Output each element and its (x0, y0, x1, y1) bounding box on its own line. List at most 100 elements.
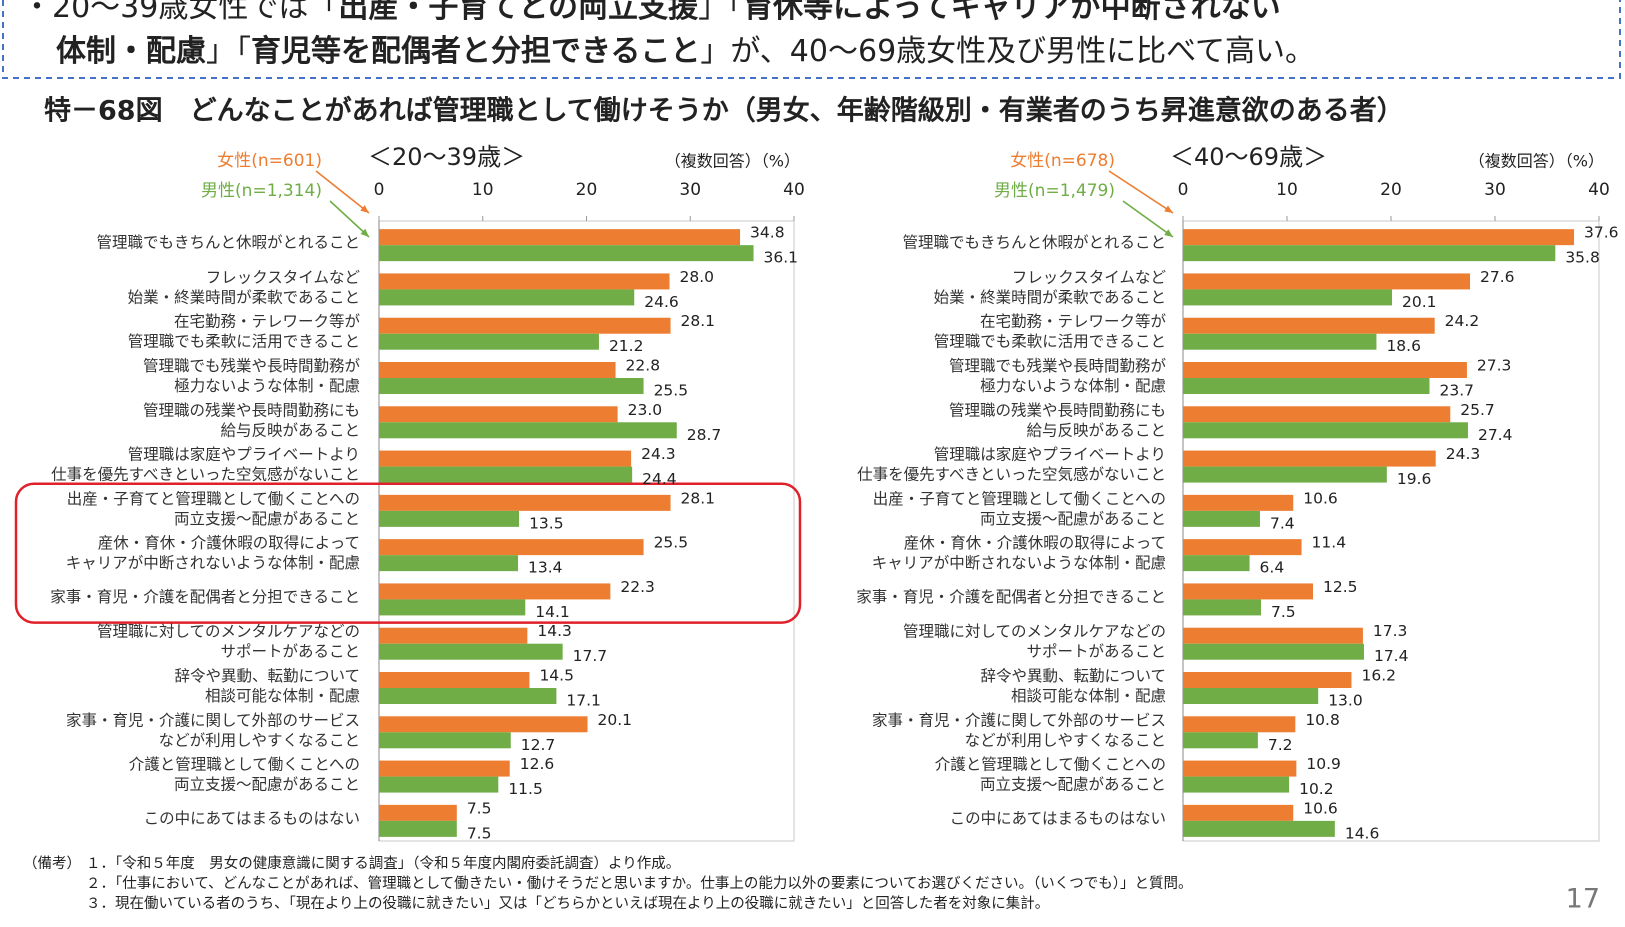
value-label: 14.1 (535, 603, 570, 621)
bar (1183, 317, 1435, 334)
bar (379, 362, 616, 378)
bar (379, 406, 618, 423)
value-label: 28.1 (681, 312, 716, 330)
value-label: 7.2 (1268, 736, 1293, 754)
category-label: この中にあてはまるものはない (950, 809, 1166, 827)
value-label: 17.3 (1373, 622, 1408, 640)
x-tick-label: 0 (1178, 180, 1189, 200)
value-label: 27.6 (1480, 268, 1515, 286)
bar (379, 450, 632, 467)
category-label: 辞令や異動、転勤について相談可能な体制・配慮 (980, 667, 1166, 705)
category-label: 管理職は家庭やプライベートより仕事を優先すべきといった空気感がないこと (51, 445, 360, 483)
note: ２．「仕事において、どんなことがあれば、管理職として働きたい・働けそうだと思いま… (86, 874, 1193, 892)
bar (379, 688, 557, 704)
bar (379, 732, 511, 749)
value-label: 11.4 (1312, 534, 1347, 552)
bar (1183, 378, 1430, 394)
bar (1183, 672, 1352, 688)
value-label: 14.6 (1345, 824, 1380, 842)
value-label: 14.5 (539, 667, 574, 685)
page-number: 17 (1566, 884, 1600, 915)
category-label: 出産・子育てと管理職として働くことへの両立支援～配慮があること (67, 489, 360, 527)
bar (379, 583, 611, 600)
category-label: この中にあてはまるものはない (144, 809, 360, 827)
category-label: フレックスタイムなど始業・終業時間が柔軟であること (128, 268, 361, 306)
value-label: 18.6 (1386, 337, 1421, 355)
bar (1183, 362, 1467, 378)
value-label: 12.6 (520, 755, 555, 773)
bar (1183, 688, 1319, 704)
bar (379, 776, 499, 793)
x-tick-label: 40 (783, 180, 805, 200)
bar (1183, 760, 1297, 777)
bar (379, 804, 457, 821)
bar (1183, 776, 1290, 793)
category-label: 管理職の残業や長時間勤務にも給与反映があること (949, 401, 1166, 439)
chart-title: ＜40～69歳＞ (1170, 143, 1327, 171)
category-label: 家事・育児・介護に関して外部のサービスなどが利用しやすくなること (872, 711, 1166, 749)
bar (1183, 273, 1471, 290)
bar (1183, 245, 1556, 262)
bar (379, 627, 528, 644)
bar (379, 555, 519, 572)
category-label: 管理職に対してのメンタルケアなどのサポートがあること (903, 622, 1166, 660)
category-label: 家事・育児・介護に関して外部のサービスなどが利用しやすくなること (66, 711, 360, 749)
x-tick-label: 30 (1484, 180, 1506, 200)
x-tick-label: 40 (1588, 180, 1610, 200)
value-label: 10.6 (1303, 489, 1338, 507)
value-label: 24.6 (644, 293, 679, 311)
x-tick-label: 0 (374, 180, 385, 200)
value-label: 21.2 (609, 337, 644, 355)
header-line: 体制・配慮」「育児等を配偶者と分担できること」が、40～69歳女性及び男性に比べ… (56, 34, 1315, 69)
legend-label: 男性(n=1,314) (201, 181, 322, 201)
value-label: 12.5 (1323, 578, 1358, 596)
highlight-box (14, 482, 802, 624)
legend-arrow (1122, 200, 1174, 238)
header-segment: 」「 (206, 34, 251, 69)
category-label: 在宅勤務・テレワーク等が管理職でも柔軟に活用できること (128, 312, 361, 350)
bar (379, 229, 741, 246)
bar (379, 245, 754, 262)
bar (1183, 450, 1436, 467)
value-label: 28.1 (681, 489, 716, 507)
bar (1183, 804, 1294, 821)
bar (1183, 599, 1261, 616)
bar (1183, 422, 1468, 439)
bar (1183, 583, 1313, 600)
value-label: 23.0 (628, 401, 663, 419)
bar (379, 820, 457, 837)
bar (1183, 494, 1294, 511)
value-label: 16.2 (1361, 667, 1396, 685)
value-label: 22.8 (626, 357, 661, 375)
value-label: 17.1 (566, 692, 601, 710)
value-label: 36.1 (764, 249, 799, 267)
header-segment: 出産・子育てとの両立支援 (338, 0, 699, 25)
annotation: （複数回答）（%） (665, 152, 800, 171)
value-label: 25.5 (654, 534, 689, 552)
value-label: 25.7 (1460, 401, 1495, 419)
header-segment: 育休等によってキャリアが中断されない (743, 0, 1281, 25)
bar (1183, 466, 1387, 483)
header-segment: 体制・配慮 (56, 34, 206, 69)
legend-arrow (1108, 170, 1174, 214)
x-tick-label: 20 (576, 180, 598, 200)
bar (1183, 627, 1363, 644)
bar (379, 760, 510, 777)
value-label: 10.8 (1305, 711, 1340, 729)
x-tick-label: 10 (472, 180, 494, 200)
bar (1183, 716, 1296, 733)
legend-arrowhead (1164, 229, 1173, 237)
value-label: 6.4 (1260, 559, 1285, 577)
value-label: 24.3 (1446, 445, 1481, 463)
bar (1183, 229, 1575, 246)
category-label: 介護と管理職として働くことへの両立支援～配慮があること (935, 755, 1166, 793)
category-label: 辞令や異動、転勤について相談可能な体制・配慮 (174, 667, 360, 705)
legend-arrow (315, 170, 370, 214)
bar (379, 317, 671, 334)
category-label: フレックスタイムなど始業・終業時間が柔軟であること (934, 268, 1167, 306)
bar (379, 643, 563, 660)
figure-title: 特－68図 どんなことがあれば管理職として働けそうか（男女、年齢階級別・有業者の… (44, 95, 1404, 127)
header-segment: ・20～39歳女性では「 (22, 0, 338, 25)
value-label: 17.7 (573, 647, 608, 665)
value-label: 10.9 (1306, 755, 1341, 773)
